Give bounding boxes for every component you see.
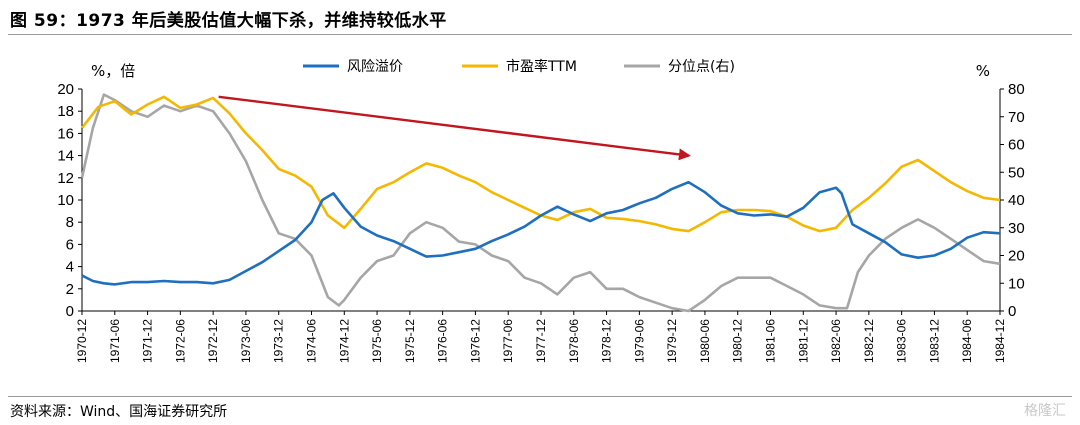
x-tick-label: 1979-12 bbox=[665, 319, 679, 363]
left-tick-label: 4 bbox=[66, 259, 74, 276]
x-tick-label: 1974-12 bbox=[337, 319, 351, 363]
chart-legend: 风险溢价 市盈率TTM 分位点(右) bbox=[303, 58, 735, 75]
x-tick-label: 1972-12 bbox=[206, 319, 220, 363]
series-line-pe-ttm bbox=[80, 95, 1001, 233]
left-axis-unit: %，倍 bbox=[91, 62, 135, 80]
left-tick-label: 18 bbox=[57, 103, 74, 120]
x-tick-label: 1982-12 bbox=[862, 319, 876, 363]
chart-annotations bbox=[218, 95, 691, 161]
x-tick-label: 1981-06 bbox=[764, 319, 778, 363]
legend-label-percentile: 分位点(右) bbox=[668, 59, 735, 75]
x-tick-label: 1976-12 bbox=[468, 319, 482, 363]
x-tick-label: 1974-06 bbox=[305, 319, 319, 363]
x-tick-label: 1972-06 bbox=[173, 319, 187, 363]
legend-label-risk-premium: 风险溢价 bbox=[347, 59, 403, 75]
x-tick-label: 1981-12 bbox=[796, 319, 810, 363]
x-tick-label: 1975-12 bbox=[403, 319, 417, 363]
x-tick-label: 1983-12 bbox=[927, 319, 941, 363]
title-divider bbox=[8, 34, 1072, 35]
left-tick-label: 12 bbox=[57, 170, 74, 187]
x-tick-label: 1970-12 bbox=[75, 319, 89, 363]
x-tick-label: 1980-12 bbox=[731, 319, 745, 363]
right-tick-label: 50 bbox=[1008, 164, 1025, 181]
right-tick-label: 70 bbox=[1008, 109, 1025, 126]
right-tick-label: 10 bbox=[1008, 275, 1025, 292]
chart-axes: 0 2 4 6 8 10 12 14 16 18 20 0 10 20 30 40 50 60 70 80 %，倍 % 19… bbox=[57, 62, 1024, 363]
right-tick-label: 80 bbox=[1008, 81, 1025, 98]
x-tick-label: 1975-06 bbox=[370, 319, 384, 363]
x-tick-label: 1971-06 bbox=[108, 319, 122, 363]
x-tick-label: 1976-06 bbox=[436, 319, 450, 363]
left-tick-label: 0 bbox=[66, 303, 74, 320]
left-tick-label: 16 bbox=[57, 125, 74, 142]
trend-arrow bbox=[218, 95, 691, 161]
x-tick-label: 1977-06 bbox=[501, 319, 515, 363]
x-tick-label: 1982-06 bbox=[829, 319, 843, 363]
left-tick-label: 2 bbox=[66, 281, 74, 298]
chart-series bbox=[80, 93, 1001, 313]
left-tick-label: 8 bbox=[66, 214, 74, 231]
x-tick-label: 1979-06 bbox=[632, 319, 646, 363]
right-tick-label: 60 bbox=[1008, 137, 1025, 154]
right-tick-label: 20 bbox=[1008, 248, 1025, 265]
legend-label-pe-ttm: 市盈率TTM bbox=[506, 58, 577, 75]
watermark-text: 格隆汇 bbox=[1024, 403, 1066, 419]
x-tick-label: 1977-12 bbox=[534, 319, 548, 363]
footer-divider bbox=[8, 396, 1072, 397]
x-tick-label: 1984-06 bbox=[960, 319, 974, 363]
left-tick-label: 14 bbox=[57, 148, 74, 165]
source-note: 资料来源：Wind、国海证券研究所 bbox=[10, 404, 228, 420]
right-tick-label: 30 bbox=[1008, 220, 1025, 237]
chart-title: 图 59：1973 年后美股估值大幅下杀，并维持较低水平 bbox=[10, 11, 447, 31]
series-line-risk-premium bbox=[81, 180, 1001, 286]
left-tick-label: 6 bbox=[66, 236, 74, 253]
right-tick-label: 40 bbox=[1008, 192, 1025, 209]
x-tick-label: 1983-06 bbox=[895, 319, 909, 363]
left-tick-label: 20 bbox=[57, 81, 74, 98]
x-tick-label: 1984-12 bbox=[993, 319, 1007, 363]
right-tick-label: 0 bbox=[1008, 303, 1016, 320]
x-tick-label: 1978-06 bbox=[567, 319, 581, 363]
right-axis-unit: % bbox=[976, 62, 990, 80]
series-line-percentile bbox=[80, 93, 1001, 313]
x-tick-label: 1971-12 bbox=[141, 319, 155, 363]
x-tick-label: 1973-12 bbox=[272, 319, 286, 363]
left-tick-label: 10 bbox=[57, 192, 74, 209]
x-tick-label: 1980-06 bbox=[698, 319, 712, 363]
x-tick-label: 1973-06 bbox=[239, 319, 253, 363]
x-tick-label: 1978-12 bbox=[600, 319, 614, 363]
